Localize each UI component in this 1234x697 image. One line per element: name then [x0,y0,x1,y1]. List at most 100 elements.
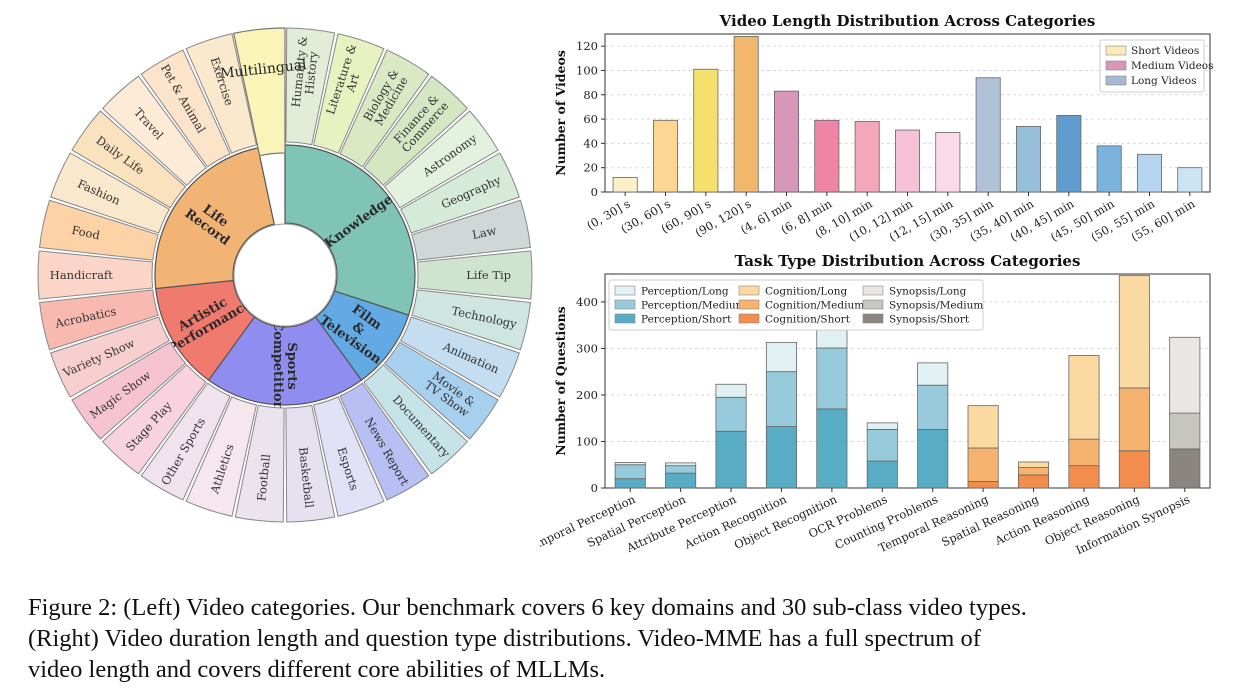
length-legend-label-medium-videos: Medium Videos [1131,60,1214,72]
task-bar-action-recognition-long [765,341,797,373]
task-bar-spatial-reasoning-medium [1018,467,1050,476]
sunburst-leaf-life-tip [416,250,533,300]
task-bar-information-synopsis-short [1169,448,1201,489]
caption-line-3: video length and covers different core a… [28,656,606,683]
sunburst-leaf-label-football: Football [254,453,273,502]
video-length-chart: 0 20 40 60 80 100 120 Video Length Distribution… [553,8,1220,253]
task-legend-label-synopsis-short: Synopsis/Short [889,314,970,326]
sunburst-leaf-pet-animal [140,49,231,168]
sunburst-leaf-esports [312,396,385,517]
task-bar-temporal-reasoning-long [967,405,999,449]
task-bar-action-reasoning-long [1068,355,1100,440]
task-chart-plot-frame [604,273,1211,489]
task-legend-swatch [862,285,884,296]
sunburst-leaf-label-basketball: Basketball [296,446,316,509]
sunburst-leaf-football [234,404,285,523]
task-legend-swatch [862,299,884,310]
figure-caption: Figure 2: (Left) Video categories. Our b… [28,592,1218,685]
sunburst-leaf-animation [399,316,521,398]
task-legend-label-cognition-long: Cognition/Long [765,286,847,298]
task-legend-label-cognition-medium: Cognition/Medium [765,300,864,312]
sunburst-domain-sports-competition [207,316,363,406]
sunburst-leaf-variety-show [49,316,171,398]
length-chart-ytick-label: 0 [591,185,598,199]
task-bar-temporal-reasoning-short [967,481,999,489]
sunburst-leaf-geography [399,152,521,234]
task-chart-ytick-label: 400 [576,295,598,309]
length-bar-0-30-s [612,177,638,193]
task-bar-action-recognition-short [765,426,797,489]
sunburst-leaf-literature-art [312,33,385,154]
task-type-svg: 0 100 200 300 400 Task Type Distribution Acro… [522,252,1211,557]
sunburst-leaf-finance-commerce [363,75,469,187]
caption-line-1: Figure 2: (Left) Video categories. Our b… [28,594,1027,621]
task-bar-object-reasoning-medium [1118,387,1150,452]
sunburst-leaf-other-sports [140,382,231,501]
task-legend-swatch [862,313,884,324]
task-bar-spatial-reasoning-short [1018,474,1050,489]
length-legend-label-long-videos: Long Videos [1131,75,1197,87]
task-bar-object-recognition-medium [816,347,848,410]
task-bar-spatial-perception-short [665,472,697,489]
length-bar-45-50-min [1096,145,1122,193]
length-bar-40-45-min [1056,115,1082,193]
sunburst-leaf-food [38,199,159,261]
length-chart-ylabel: Number of Videos [555,50,568,176]
task-chart-ylabel: Number of Questions [553,306,568,455]
task-legend-swatch [738,299,760,310]
task-bar-action-reasoning-medium [1068,438,1100,467]
length-legend-label-short-videos: Short Videos [1131,45,1199,57]
length-bar-8-10-min [854,121,880,193]
task-bar-action-recognition-medium [765,371,797,427]
sunburst-leaf-magic-show [71,341,187,440]
task-bar-ocr-problems-long [866,422,898,430]
sunburst-leaf-movie-tv-show [383,341,499,440]
sunburst-leaf-handicraft [37,250,154,300]
sunburst-leaf-law [411,199,532,261]
sunburst-leaf-astronomy [383,110,499,209]
sunburst-leaf-biology-medicine [339,49,430,168]
task-legend-swatch [738,285,760,296]
task-bar-attribute-perception-long [715,383,747,398]
task-bar-object-reasoning-long [1118,274,1150,389]
sunburst-leaf-exercise [185,33,258,154]
length-bar-55-60-min [1177,167,1203,193]
length-legend-swatch [1105,60,1127,71]
length-bar-35-40-min [1015,125,1041,193]
length-bar-4-6-min [773,90,799,193]
task-chart-title: Task Type Distribution Across Categories [735,252,1081,270]
length-bar-10-12-min [894,129,920,193]
sunburst-leaf-fashion [49,152,171,234]
sunburst-leaf-stage-play [101,363,207,475]
task-bar-object-recognition-short [816,408,848,489]
task-type-chart: 0 100 200 300 400 Task Type Distribution Acro… [522,252,1220,560]
length-chart-title: Video Length Distribution Across Categor… [719,12,1096,30]
sunburst-domain-multilingual [232,27,286,157]
video-length-svg: 0 20 40 60 80 100 120 Video Length Distribution… [553,12,1214,244]
sunburst-leaf-label-food: Food [70,223,101,243]
length-chart-ytick-label: 80 [583,88,598,102]
task-legend-swatch [614,285,636,296]
category-sunburst-chart: Knowledge Humanity &History Literature &Ar… [30,20,540,530]
length-bar-30-60-s [653,119,679,193]
task-legend-label-cognition-short: Cognition/Short [765,314,851,326]
sunburst-leaf-news-report [339,382,430,501]
task-bar-temporal-reasoning-medium [967,447,999,482]
task-bar-attribute-perception-short [715,430,747,489]
task-legend-box [608,279,984,331]
task-bar-temporal-perception-long [614,462,646,466]
sunburst-leaf-travel [101,75,207,187]
sunburst-leaf-acrobatics [38,289,159,351]
length-chart-ytick-label: 120 [576,39,598,53]
task-legend-swatch [738,313,760,324]
length-chart-ytick-label: 60 [583,112,598,126]
length-bar-6-8-min [814,119,840,193]
sunburst-leaf-basketball [285,404,336,523]
task-legend-label-perception-short: Perception/Short [641,314,732,326]
task-bar-information-synopsis-medium [1169,412,1201,450]
task-chart-ytick-label: 200 [576,388,598,402]
task-bar-spatial-perception-long [665,462,697,467]
sunburst-leaf-daily-life [71,110,187,209]
task-bar-ocr-problems-short [866,460,898,489]
task-bar-spatial-reasoning-long [1018,461,1050,468]
